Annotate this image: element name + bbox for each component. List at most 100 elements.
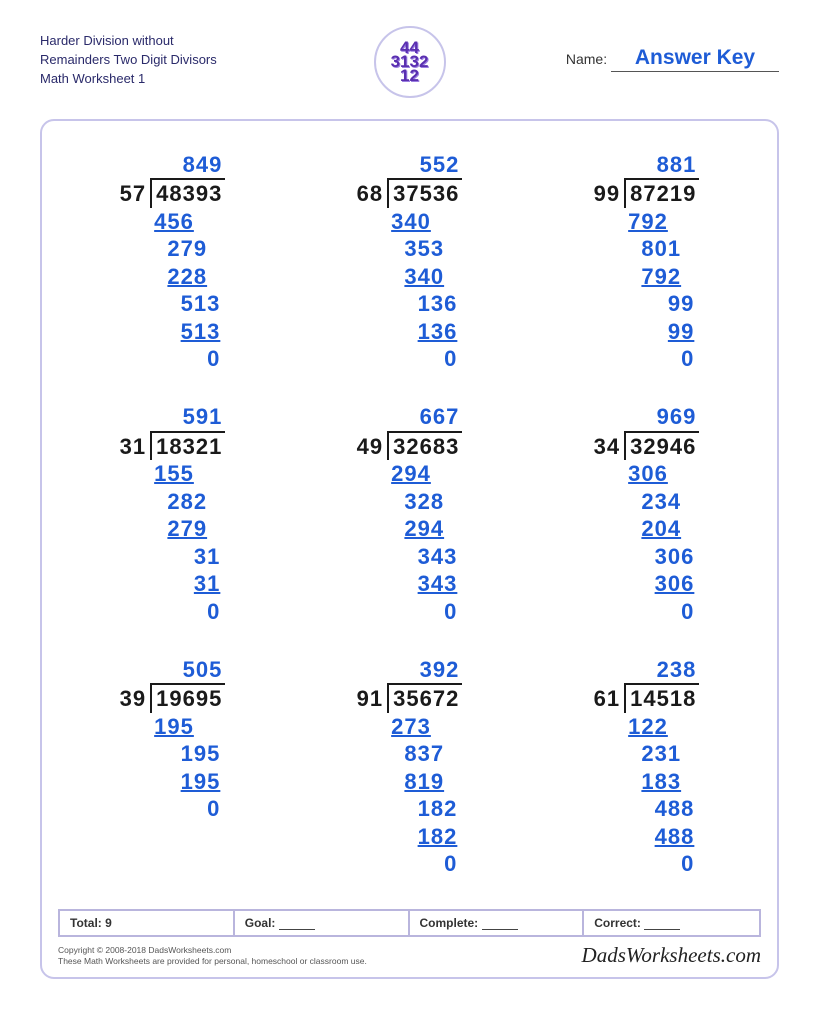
work-step: 294 (387, 460, 434, 488)
quotient: 392 (387, 656, 462, 684)
work-step: 792 (624, 208, 671, 236)
dividend: 14518 (624, 683, 699, 713)
work-step: 0228 (150, 263, 210, 291)
work-step: 456 (150, 208, 197, 236)
divisor: 34 (594, 431, 624, 461)
content-frame: 5784957483935745657027957022857005135700… (40, 119, 779, 979)
division-problem: 39505391969539195390019539001953900000 (58, 656, 287, 901)
work-step: 00000 (387, 345, 460, 373)
work-step: 195 (150, 713, 197, 741)
divisor: 61 (594, 683, 624, 713)
work-step: 00000 (150, 598, 223, 626)
goal-blank (279, 929, 315, 930)
copyright: Copyright © 2008-2018 DadsWorksheets.com… (58, 945, 367, 968)
division-problem: 5784957483935745657027957022857005135700… (58, 151, 287, 396)
name-label: Name: (566, 51, 607, 67)
quotient: 881 (624, 151, 699, 179)
work-step: 00195 (150, 768, 223, 796)
dividend: 48393 (150, 178, 225, 208)
divisor: 39 (120, 683, 150, 713)
work-step: 0837 (387, 740, 447, 768)
work-step: 00513 (150, 290, 223, 318)
quotient: 591 (150, 403, 225, 431)
worksheet-title: Harder Division without Remainders Two D… (40, 32, 217, 89)
work-step: 00000 (624, 598, 697, 626)
division-problem: 3159131183213115531028231027931000313100… (58, 403, 287, 648)
quotient: 849 (150, 151, 225, 179)
dividend: 19695 (150, 683, 225, 713)
logo-badge: 44313212 (374, 26, 446, 98)
dividend: 18321 (150, 431, 225, 461)
work-step: 122 (624, 713, 671, 741)
work-step: 340 (387, 208, 434, 236)
work-step: 00000 (624, 345, 697, 373)
division-problem: 6123861145186112261023161018361004886100… (532, 656, 761, 901)
divisor: 91 (357, 683, 387, 713)
work-step: 00136 (387, 318, 460, 346)
worksheet-page: Harder Division without Remainders Two D… (0, 0, 819, 1024)
quotient: 667 (387, 403, 462, 431)
brand-wordmark: DadsWorksheets.com (582, 943, 761, 968)
correct-blank (644, 929, 680, 930)
stat-total: Total: 9 (60, 911, 235, 935)
logo-icon: 44313212 (391, 41, 429, 83)
quotient: 552 (387, 151, 462, 179)
work-step: 00182 (387, 795, 460, 823)
work-step: 0294 (387, 515, 447, 543)
work-step: 0279 (150, 515, 210, 543)
problems-grid: 5784957483935745657027957022857005135700… (58, 151, 761, 901)
divisor: 57 (120, 178, 150, 208)
complete-blank (482, 929, 518, 930)
work-step: 0282 (150, 488, 210, 516)
divisor: 99 (594, 178, 624, 208)
work-step: 155 (150, 460, 197, 488)
division-problem: 6855268375366834068035368034068001366800… (295, 151, 524, 396)
dividend: 32683 (387, 431, 462, 461)
work-step: 00195 (150, 740, 223, 768)
stat-complete: Complete: (410, 911, 585, 935)
work-step: 00488 (624, 823, 697, 851)
title-line: Math Worksheet 1 (40, 70, 217, 89)
work-step: 00000 (387, 598, 460, 626)
divisor: 49 (357, 431, 387, 461)
division-problem: 9139291356729127391083791081991001829100… (295, 656, 524, 901)
division-problem: 3496934329463430634023434020434003063400… (532, 403, 761, 648)
quotient: 238 (624, 656, 699, 684)
work-step: 00343 (387, 570, 460, 598)
work-step: 0819 (387, 768, 447, 796)
divisor: 68 (357, 178, 387, 208)
dividend: 87219 (624, 178, 699, 208)
divisor: 31 (120, 431, 150, 461)
stats-bar: Total: 9 Goal: Complete: Correct: (58, 909, 761, 937)
dividend: 37536 (387, 178, 462, 208)
quotient: 505 (150, 656, 225, 684)
work-step: 00000 (387, 850, 460, 878)
work-step: 0231 (624, 740, 684, 768)
dividend: 35672 (387, 683, 462, 713)
stat-correct: Correct: (584, 911, 759, 935)
work-step: 00099 (624, 318, 697, 346)
work-step: 0279 (150, 235, 210, 263)
division-problem: 4966749326834929449032849029449003434900… (295, 403, 524, 648)
work-step: 00099 (624, 290, 697, 318)
work-step: 0328 (387, 488, 447, 516)
name-value: Answer Key (611, 46, 779, 72)
stat-goal: Goal: (235, 911, 410, 935)
work-step: 0801 (624, 235, 684, 263)
work-step: 00031 (150, 543, 223, 571)
work-step: 00000 (624, 850, 697, 878)
work-step: 0183 (624, 768, 684, 796)
work-step: 00000 (150, 345, 223, 373)
work-step: 306 (624, 460, 671, 488)
work-step: 273 (387, 713, 434, 741)
work-step: 0353 (387, 235, 447, 263)
work-step: 00306 (624, 543, 697, 571)
division-problem: 9988199872199979299080199079299000999900… (532, 151, 761, 396)
work-step: 0204 (624, 515, 684, 543)
work-step: 00343 (387, 543, 460, 571)
quotient: 969 (624, 403, 699, 431)
footer: Copyright © 2008-2018 DadsWorksheets.com… (58, 943, 761, 968)
title-line: Remainders Two Digit Divisors (40, 51, 217, 70)
work-step: 0792 (624, 263, 684, 291)
name-field: Name: Answer Key (566, 46, 779, 72)
